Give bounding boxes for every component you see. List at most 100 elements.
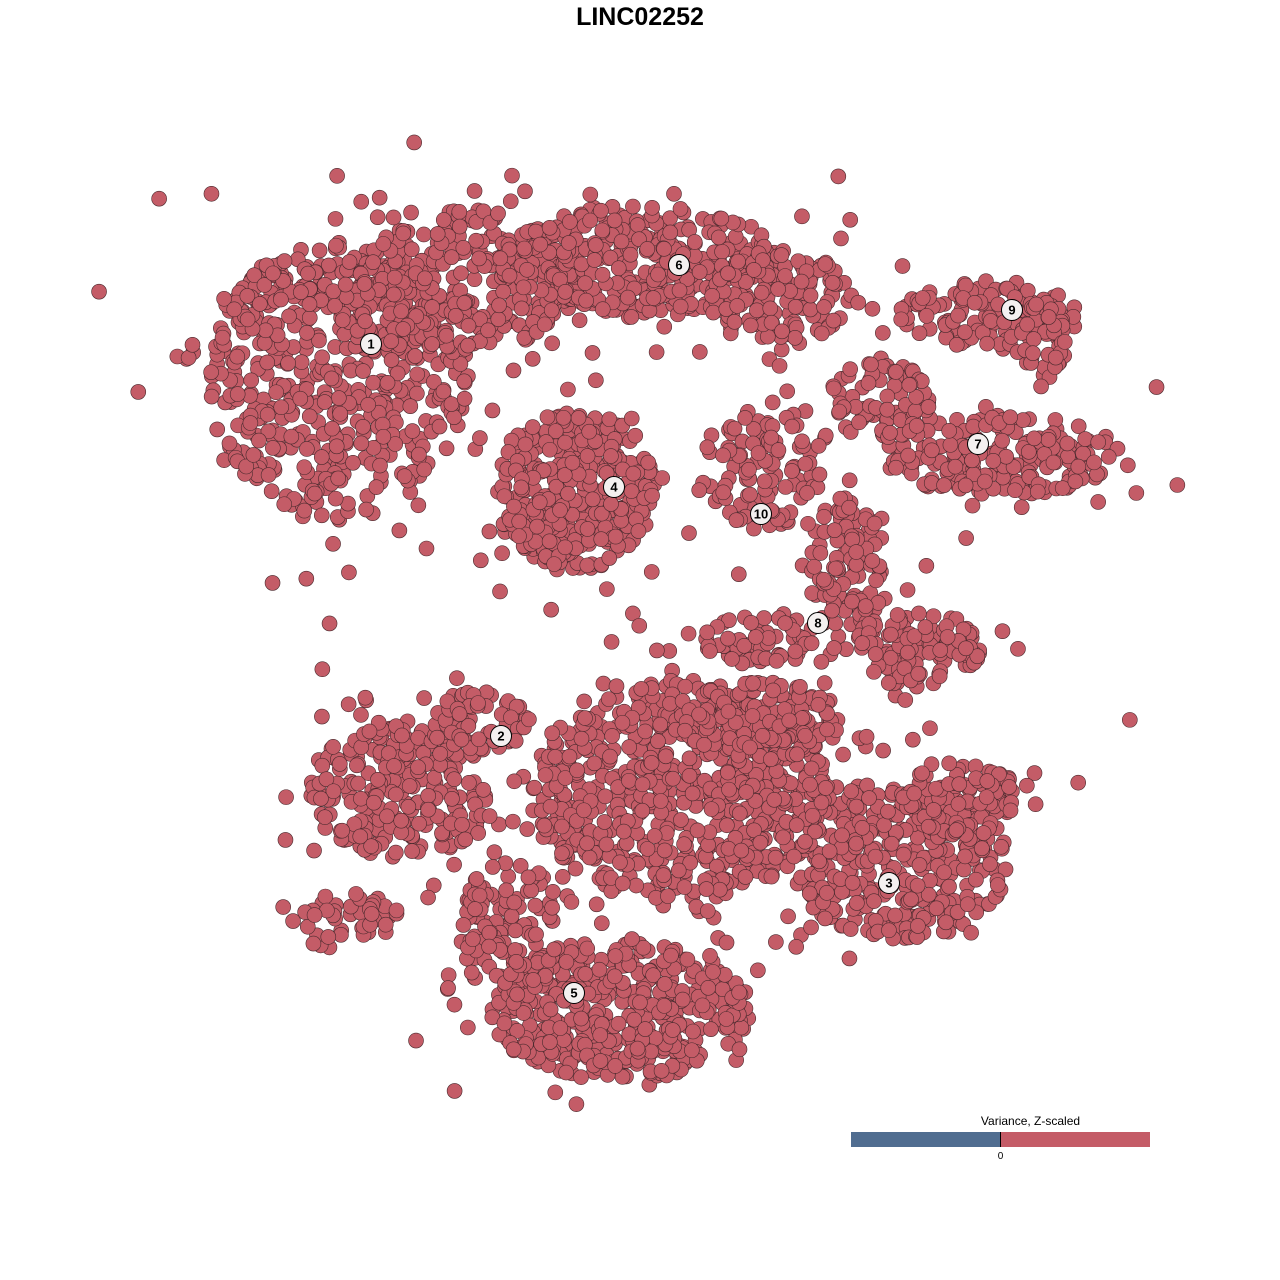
- data-point: [979, 335, 995, 352]
- data-point: [897, 692, 914, 708]
- data-point: [299, 441, 315, 457]
- data-point: [516, 240, 533, 257]
- data-point: [607, 1058, 623, 1074]
- data-point: [607, 528, 624, 545]
- data-point: [813, 325, 830, 342]
- data-point: [866, 893, 882, 909]
- data-point: [738, 784, 754, 800]
- data-point: [316, 394, 333, 410]
- data-point: [410, 497, 427, 514]
- data-point: [435, 212, 452, 228]
- data-point: [679, 951, 696, 968]
- data-point: [560, 381, 576, 398]
- cluster-label-7: 7: [967, 433, 989, 455]
- data-point: [209, 421, 226, 438]
- data-point: [730, 253, 746, 270]
- data-point: [1010, 641, 1026, 657]
- data-point: [371, 189, 388, 206]
- data-point: [306, 907, 323, 923]
- data-point: [410, 759, 426, 776]
- data-point: [494, 545, 510, 562]
- data-point: [705, 964, 721, 980]
- data-point: [844, 593, 860, 610]
- data-point: [691, 344, 708, 360]
- data-point: [429, 729, 445, 746]
- data-point: [850, 294, 867, 311]
- data-point: [492, 250, 509, 267]
- data-point: [875, 742, 891, 759]
- data-point: [562, 214, 578, 230]
- data-point: [614, 875, 631, 892]
- data-point: [936, 477, 952, 493]
- data-point: [768, 934, 784, 950]
- cluster-label-text: 5: [570, 986, 577, 1001]
- cluster-label-text: 1: [367, 337, 374, 352]
- data-point: [1122, 712, 1138, 728]
- data-point: [599, 581, 615, 597]
- data-point: [864, 300, 881, 317]
- data-point: [602, 748, 618, 765]
- data-point: [226, 301, 243, 318]
- data-point: [409, 366, 425, 383]
- data-point: [777, 479, 794, 495]
- data-point: [355, 363, 371, 379]
- data-point: [994, 432, 1010, 449]
- data-point: [536, 817, 553, 834]
- data-point: [486, 844, 503, 861]
- data-point: [331, 390, 347, 406]
- data-point: [431, 418, 448, 435]
- data-point: [509, 986, 525, 1003]
- cluster-label-text: 7: [974, 437, 981, 452]
- data-point: [848, 798, 865, 815]
- data-point: [545, 884, 561, 900]
- data-point: [353, 739, 370, 755]
- data-point: [866, 515, 883, 532]
- data-point: [1100, 449, 1117, 465]
- data-point: [730, 566, 747, 583]
- data-point: [313, 507, 330, 524]
- data-point: [941, 422, 957, 439]
- data-point: [385, 286, 402, 303]
- data-point: [403, 241, 420, 258]
- data-point: [625, 198, 641, 215]
- data-point: [1056, 334, 1073, 350]
- data-point: [542, 1001, 559, 1018]
- data-point: [656, 318, 673, 335]
- data-point: [314, 757, 331, 774]
- data-point: [541, 441, 558, 458]
- data-point: [861, 790, 877, 806]
- data-point: [325, 536, 341, 552]
- data-point: [932, 642, 949, 658]
- data-point: [699, 903, 716, 919]
- data-point: [733, 842, 750, 859]
- data-point: [720, 703, 737, 720]
- data-point: [914, 765, 930, 782]
- data-point: [313, 790, 329, 807]
- data-point: [649, 642, 665, 659]
- data-point: [864, 553, 881, 569]
- data-point: [438, 440, 455, 457]
- data-point: [1028, 296, 1044, 313]
- cluster-label-text: 2: [497, 729, 504, 744]
- data-point: [810, 438, 827, 454]
- data-point: [536, 316, 553, 333]
- data-point: [787, 330, 803, 346]
- data-point: [656, 842, 673, 859]
- data-point: [842, 921, 859, 937]
- data-point: [492, 583, 508, 600]
- data-point: [1067, 473, 1084, 490]
- data-point: [557, 539, 573, 556]
- data-point: [468, 232, 484, 249]
- data-point: [964, 497, 981, 514]
- data-point: [889, 607, 906, 623]
- data-point: [715, 484, 732, 501]
- data-point: [229, 386, 246, 402]
- data-point: [974, 840, 990, 857]
- data-point: [883, 626, 899, 643]
- data-point: [681, 768, 698, 784]
- data-point: [557, 434, 573, 451]
- data-point: [718, 934, 735, 951]
- data-point: [1026, 430, 1043, 447]
- data-point: [694, 997, 711, 1014]
- data-point: [388, 902, 405, 919]
